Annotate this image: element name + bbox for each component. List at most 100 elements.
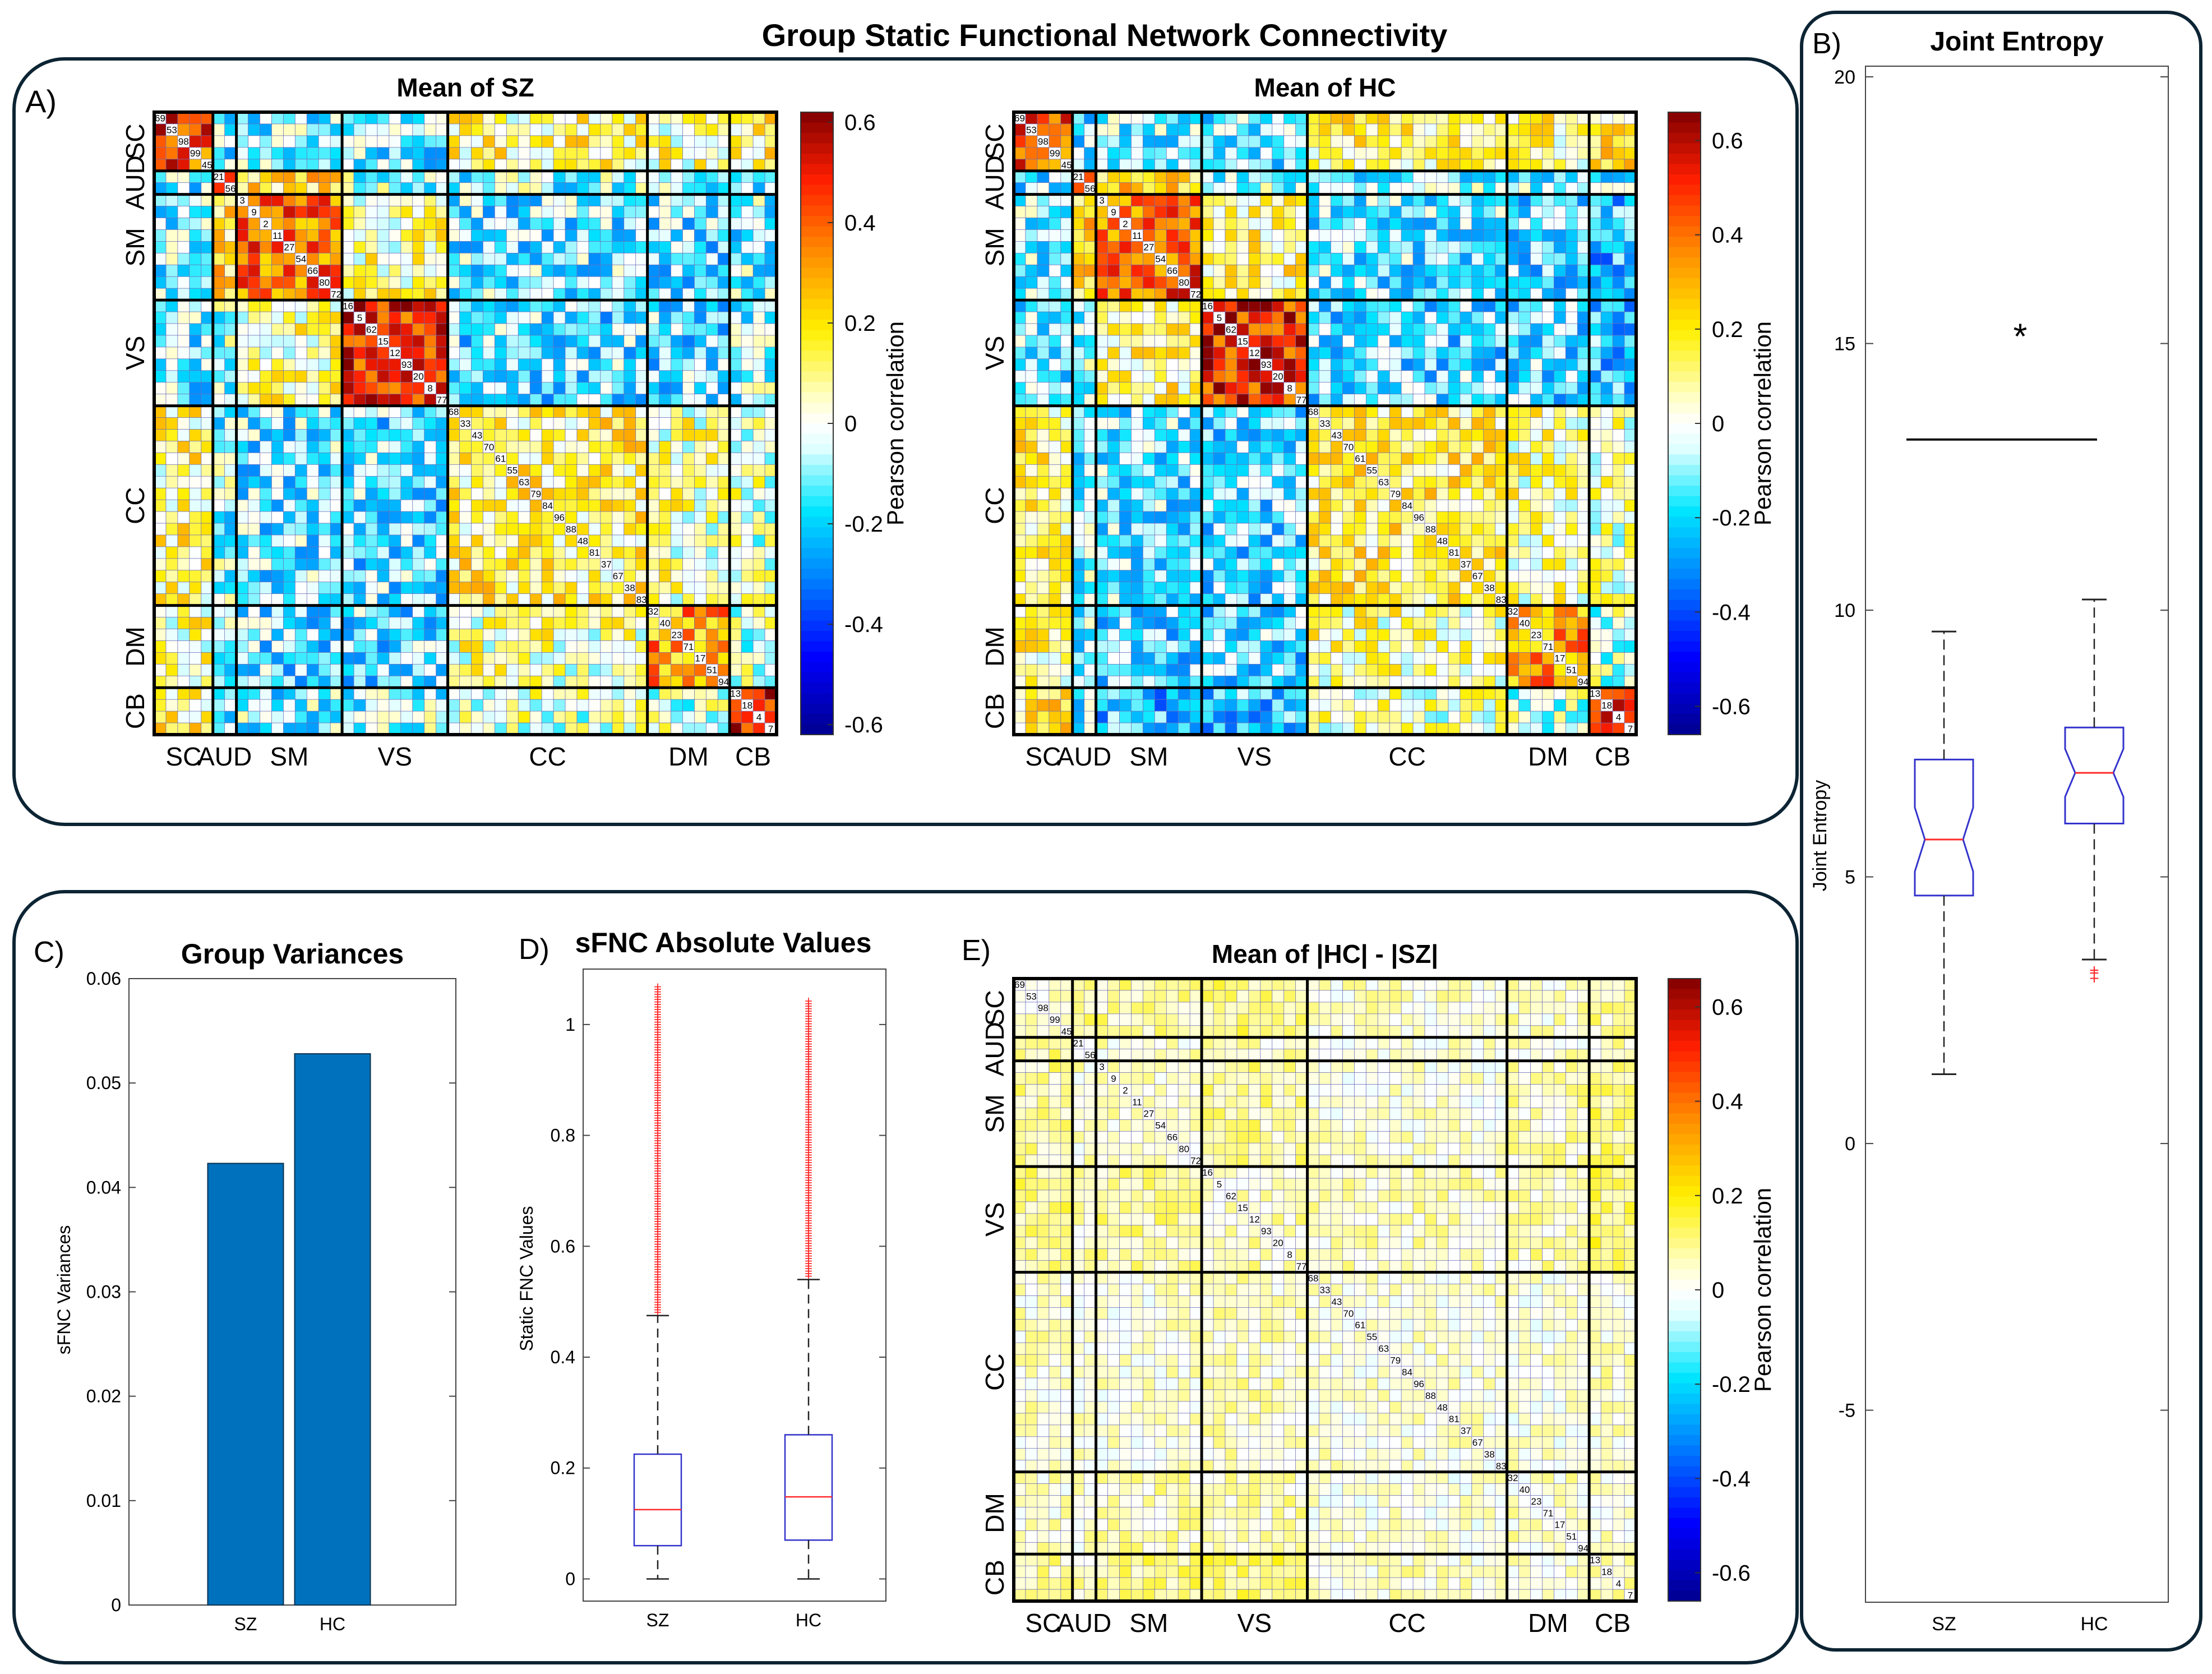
heatmap-cell [1319,382,1332,395]
heatmap-cell [600,347,613,359]
heatmap-cell [565,417,578,430]
heatmap-cell [705,499,718,512]
heatmap-cell [330,617,343,630]
heatmap-cell [576,617,589,630]
heatmap-cell [1600,464,1613,477]
heatmap-cell [576,570,589,583]
heatmap-cell [659,123,672,136]
heatmap-cell [1084,311,1097,324]
heatmap-cell [1072,441,1085,454]
heatmap-cell [494,311,507,324]
heatmap-cell [1319,299,1332,312]
heatmap-cell [459,194,472,207]
heatmap-cell [1553,182,1567,195]
heatmap-cell [436,464,449,477]
heatmap-cell [1236,441,1249,454]
heatmap-cell [224,347,237,359]
heatmap-cell [1577,182,1590,195]
heatmap-cell [1530,264,1543,277]
heatmap-cell [412,582,425,594]
heatmap-cell [1518,206,1531,219]
heatmap-cell [189,370,202,383]
heatmap-cell [752,523,765,536]
heatmap-cell [377,394,390,407]
colorbar-segment [801,693,833,704]
heatmap-cell [341,523,354,536]
heatmap-cell [365,511,378,524]
heatmap-cell [189,405,202,418]
heatmap-cell [659,523,672,536]
heatmap-cell [412,135,425,148]
heatmap-cell [1119,441,1132,454]
heatmap-cell [647,511,660,524]
colorbar-segment [801,288,833,299]
heatmap-cell [1295,382,1308,395]
heatmap-cell [635,652,648,665]
heatmap-cell [1013,299,1026,312]
heatmap-cell [1377,288,1390,301]
heatmap-cell [1084,264,1097,277]
heatmap-cell [588,218,601,230]
heatmap-cell [1588,464,1601,477]
heatmap-cell [494,640,507,653]
heatmap-cell [1436,288,1449,301]
heatmap-cell [1612,182,1625,195]
heatmap-cell [1319,452,1332,465]
heatmap-cell [1177,441,1190,454]
heatmap-cell [165,252,178,265]
heatmap-cell [612,394,625,407]
heatmap-cell [353,534,366,547]
heatmap-cell [1507,511,1520,524]
heatmap-cell [201,241,214,254]
heatmap-cell [189,663,202,676]
heatmap-cell [1448,335,1461,348]
heatmap-cell [1600,159,1613,172]
heatmap-cell [213,394,225,407]
heatmap-cell [506,241,519,254]
colorbar-segment [801,444,833,455]
heatmap-cell [600,499,613,512]
heatmap-cell [154,546,167,559]
diagonal-component-label: 2 [263,219,268,229]
heatmap-cell [506,476,519,488]
heatmap-cell [1507,487,1520,500]
heatmap-cell [1612,534,1625,547]
heatmap-cell [377,558,390,571]
heatmap-cell [1189,476,1202,488]
heatmap-cell [518,534,530,547]
heatmap-cell [353,652,366,665]
heatmap-cell [154,370,167,383]
heatmap-cell [1084,288,1097,301]
heatmap-cell [459,370,472,383]
heatmap-cell [553,229,566,242]
heatmap-cell [271,299,284,312]
heatmap-cell [624,405,636,418]
heatmap-cell [1471,358,1484,371]
heatmap-cell [518,159,530,172]
heatmap-cell [1436,206,1449,219]
heatmap-cell [165,652,178,665]
heatmap-cell [1471,147,1484,160]
heatmap-cell [365,593,378,606]
heatmap-cell [1401,464,1414,477]
heatmap-cell [682,663,695,676]
heatmap-cell [635,487,648,500]
heatmap-cell [377,123,390,136]
heatmap-cell [201,417,214,430]
diagonal-component-label: 67 [613,571,624,582]
diagonal-component-label: 38 [625,583,635,593]
heatmap-cell [1096,252,1109,265]
heatmap-cell [1107,229,1120,242]
heatmap-cell [1248,464,1261,477]
heatmap-cell [529,687,542,700]
heatmap-cell [1565,523,1578,536]
heatmap-cell [1542,358,1555,371]
heatmap-cell [729,487,742,500]
heatmap-cell [213,546,225,559]
heatmap-cell [541,288,554,301]
heatmap-cell [529,652,542,665]
heatmap-cell [717,523,730,536]
heatmap-cell [1553,546,1567,559]
heatmap-cell [1295,264,1308,277]
heatmap-cell [165,417,178,430]
